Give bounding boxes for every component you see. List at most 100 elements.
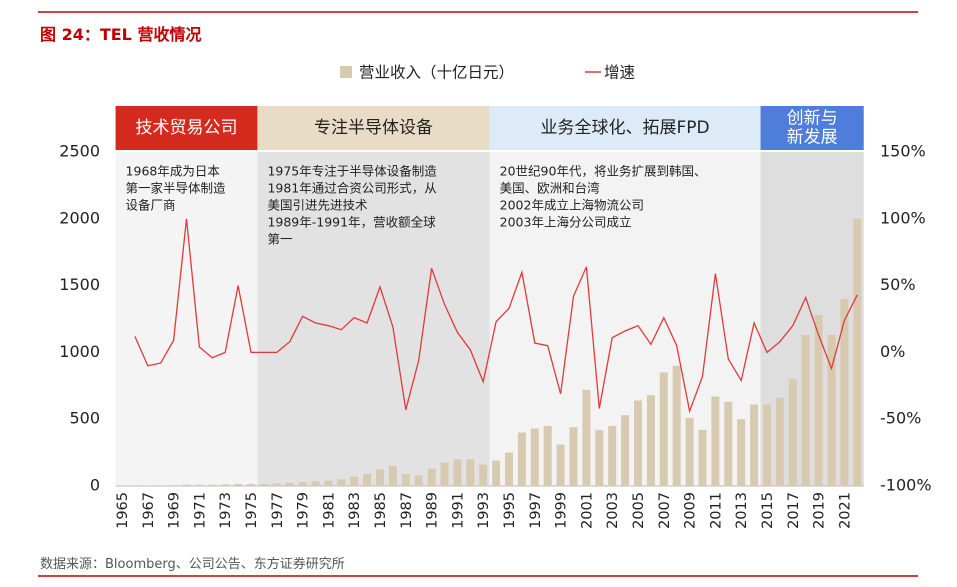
- bar: [570, 427, 578, 486]
- x-tick-label: 1985: [373, 492, 389, 529]
- x-tick-label: 1981: [321, 492, 337, 529]
- x-tick-label: 2001: [579, 492, 595, 529]
- y2-tick-label: 50%: [880, 275, 916, 294]
- bar: [389, 466, 397, 486]
- phase-note: 美国引进先进技术: [267, 198, 368, 213]
- bar: [737, 419, 745, 486]
- bar: [853, 219, 861, 486]
- bar: [453, 459, 461, 486]
- phase-title: 新发展: [787, 128, 838, 148]
- bar: [441, 463, 449, 486]
- phase-title: 创新与: [787, 109, 838, 129]
- x-tick-label: 2003: [605, 492, 621, 529]
- bar: [299, 482, 307, 486]
- x-tick-label: 1999: [554, 492, 570, 529]
- phase-title: 专注半导体设备: [314, 118, 433, 138]
- phase-note: 1975年专注于半导体设备制造: [267, 164, 437, 179]
- bar: [673, 366, 681, 486]
- x-tick-label: 1979: [296, 492, 312, 529]
- phase-note: 1968年成为日本: [126, 164, 221, 179]
- bar: [789, 379, 797, 486]
- x-tick-label: 1991: [450, 492, 466, 529]
- x-tick-label: 2007: [657, 492, 673, 529]
- phase-title: 业务全球化、拓展FPD: [541, 118, 710, 138]
- y2-tick-label: 0%: [880, 342, 905, 361]
- bar: [183, 485, 191, 486]
- bar: [595, 430, 603, 486]
- phase-note: 第一家半导体制造: [126, 181, 227, 196]
- legend-swatch: [340, 66, 352, 78]
- x-tick-label: 1993: [476, 492, 492, 529]
- legend-label: 增速: [604, 64, 635, 82]
- bar: [170, 485, 178, 486]
- bar: [750, 405, 758, 486]
- x-tick-label: 1987: [399, 492, 415, 529]
- y-tick-label: 2500: [59, 142, 100, 161]
- y-tick-label: 1500: [59, 275, 100, 294]
- bar: [634, 400, 642, 486]
- bar: [544, 426, 552, 486]
- bar: [337, 479, 345, 486]
- phase-note: 美国、欧洲和台湾: [500, 181, 600, 196]
- bar: [608, 426, 616, 486]
- y-tick-label: 500: [69, 409, 100, 428]
- bar: [260, 484, 268, 486]
- bar: [195, 485, 203, 486]
- phase-note: 1989年-1991年，营收额全球: [267, 215, 436, 230]
- bar: [350, 477, 358, 486]
- bar: [763, 405, 771, 486]
- bar: [518, 433, 526, 486]
- bar: [802, 335, 810, 486]
- bar: [711, 396, 719, 486]
- x-tick-label: 1997: [528, 492, 544, 529]
- x-tick-label: 2015: [760, 492, 776, 529]
- y2-tick-label: 100%: [880, 208, 926, 227]
- bar: [621, 415, 629, 486]
- x-tick-label: 1975: [244, 492, 260, 529]
- bar: [234, 484, 242, 486]
- bar: [479, 465, 487, 486]
- x-tick-label: 2021: [837, 492, 853, 529]
- bar: [776, 398, 784, 486]
- phase-title: 技术贸易公司: [136, 118, 238, 138]
- x-tick-label: 1995: [502, 492, 518, 529]
- y2-tick-label: 150%: [880, 142, 926, 161]
- x-tick-label: 1973: [218, 492, 234, 529]
- bar: [208, 485, 216, 486]
- bar: [428, 469, 436, 486]
- y2-tick-label: -50%: [880, 409, 921, 428]
- phase-note: 1981年通过合资公司形式，从: [267, 181, 436, 196]
- x-tick-label: 2005: [631, 492, 647, 529]
- x-tick-label: 2017: [786, 492, 802, 529]
- bar: [492, 461, 500, 486]
- x-tick-label: 1989: [425, 492, 441, 529]
- bar: [505, 453, 513, 486]
- x-tick-label: 1969: [167, 492, 183, 529]
- phase-note: 第一: [267, 232, 292, 247]
- bar: [557, 445, 565, 486]
- bar: [466, 459, 474, 486]
- bar: [376, 469, 384, 486]
- x-tick-label: 1971: [192, 492, 208, 529]
- phase-note: 2003年上海分公司成立: [500, 215, 632, 230]
- y2-tick-label: -100%: [880, 476, 932, 495]
- bar: [363, 474, 371, 486]
- source: 数据来源：Bloomberg、公司公告、东方证券研究所: [40, 556, 345, 572]
- x-tick-label: 1965: [115, 492, 131, 529]
- bar: [660, 372, 668, 486]
- bar: [286, 483, 294, 486]
- bar: [724, 402, 732, 486]
- bar: [402, 474, 410, 486]
- legend-label: 营业收入（十亿日元）: [359, 64, 514, 82]
- bar: [647, 395, 655, 486]
- y-tick-label: 2000: [59, 208, 100, 227]
- bar: [840, 299, 848, 486]
- x-tick-label: 1983: [347, 492, 363, 529]
- x-tick-label: 2013: [734, 492, 750, 529]
- bar: [273, 483, 281, 486]
- x-tick-label: 2019: [812, 492, 828, 529]
- phase-note: 20世纪90年代，将业务扩展到韩国、: [500, 164, 707, 179]
- y-tick-label: 1000: [59, 342, 100, 361]
- bar: [312, 481, 320, 486]
- phase-note: 设备厂商: [126, 198, 176, 213]
